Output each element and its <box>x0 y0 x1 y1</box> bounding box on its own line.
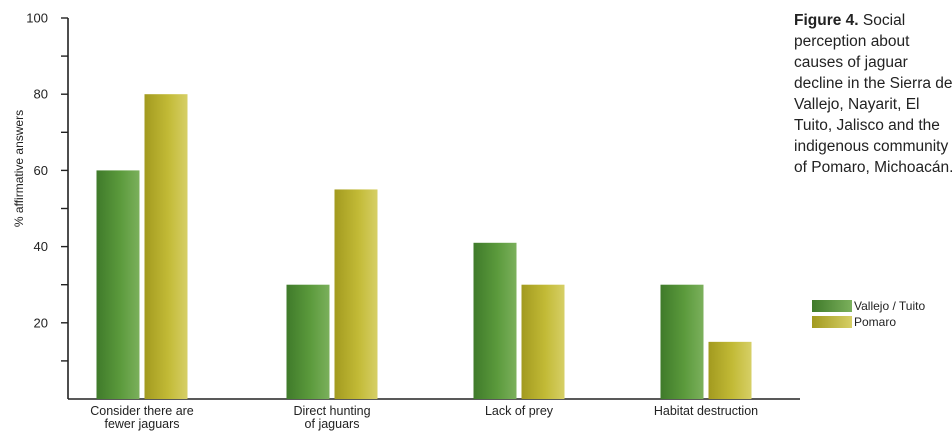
x-category-label-line: Lack of prey <box>485 404 554 418</box>
x-category-label: Direct hunting of jaguars <box>293 404 370 431</box>
x-category-label-line: Habitat destruction <box>654 404 758 418</box>
legend-swatch-pomaro <box>812 316 852 328</box>
legend-label-vallejo-tuito: Vallejo / Tuito <box>854 299 926 313</box>
labels: 20 40 60 80 100 % affirmative answers Consider… <box>12 11 758 432</box>
bar-pomaro-1 <box>334 189 378 399</box>
legend-swatch-vallejo-tuito <box>812 300 852 312</box>
figure-label: Figure 4. <box>794 12 859 29</box>
y-tick-label: 100 <box>26 11 48 26</box>
y-tick-label: 20 <box>34 315 48 330</box>
y-tick-label: 40 <box>34 239 48 254</box>
x-category-label: Consider there are fewer jaguars <box>90 404 194 431</box>
bars <box>96 94 752 399</box>
bar-pomaro-0 <box>144 94 188 399</box>
figure-caption-text: Social perception about causes of jaguar… <box>794 12 952 176</box>
y-tick-label: 80 <box>34 87 48 102</box>
legend-label-pomaro: Pomaro <box>854 315 897 329</box>
bar-vallejo-tuito-0 <box>96 170 140 399</box>
legend-item-pomaro: Pomaro <box>812 314 925 330</box>
bar-vallejo-tuito-3 <box>660 284 704 399</box>
figure-caption: Figure 4. Social perception about causes… <box>794 10 952 178</box>
bar-vallejo-tuito-2 <box>473 242 517 399</box>
x-category-label-line: of jaguars <box>305 417 360 431</box>
bar-vallejo-tuito-1 <box>286 284 330 399</box>
y-tick-label: 60 <box>34 163 48 178</box>
y-axis-title: % affirmative answers <box>12 110 26 227</box>
x-category-label: Habitat destruction <box>654 404 758 418</box>
legend: Vallejo / Tuito Pomaro <box>812 298 925 330</box>
x-category-label-line: fewer jaguars <box>104 417 179 431</box>
x-category-label-line: Consider there are <box>90 404 194 418</box>
bar-pomaro-3 <box>708 341 752 399</box>
x-category-label: Lack of prey <box>485 404 554 418</box>
bar-pomaro-2 <box>521 284 565 399</box>
x-category-label-line: Direct hunting <box>293 404 370 418</box>
legend-item-vallejo-tuito: Vallejo / Tuito <box>812 298 925 314</box>
